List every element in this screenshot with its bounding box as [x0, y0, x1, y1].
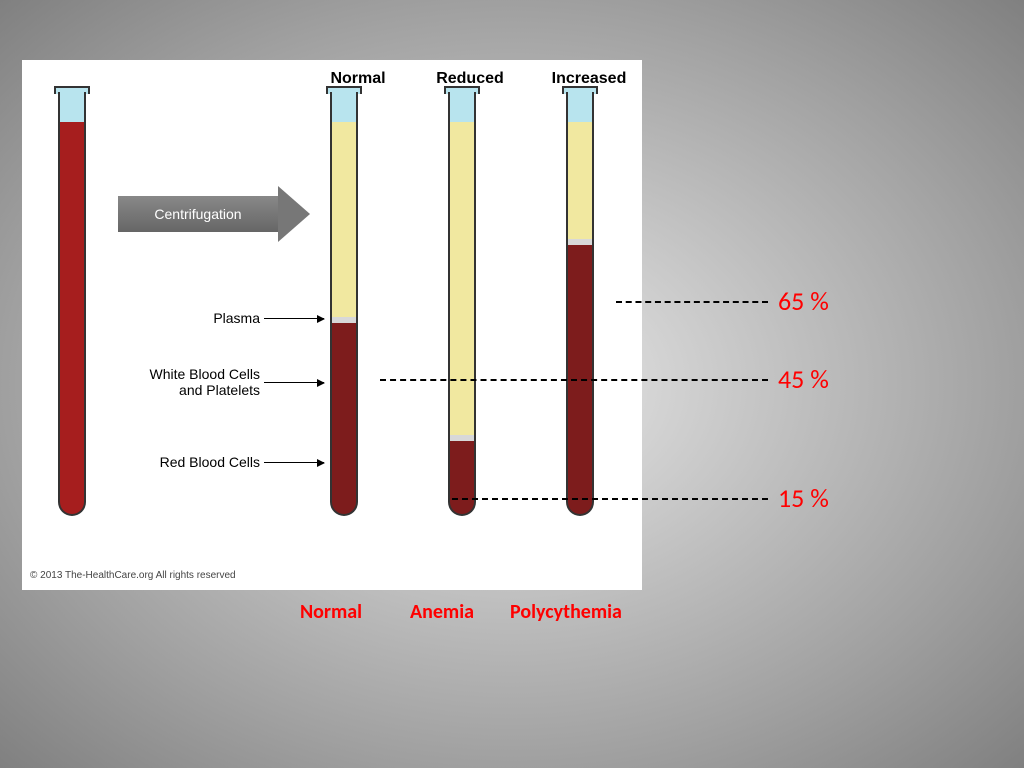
- percent-line-2: [452, 498, 768, 500]
- tube-reduced-layer-plasma: [450, 122, 474, 435]
- percent-label-1: 45 %: [778, 363, 829, 395]
- tube-normal-layer-blood_dark: [332, 323, 356, 502]
- tube-reduced-layer-blood_dark: [450, 441, 474, 502]
- centrifugation-arrow: Centrifugation: [118, 196, 278, 232]
- label-buffy: White Blood Cells and Platelets: [130, 366, 260, 398]
- tube-normal: [330, 92, 358, 502]
- percent-label-2: 15 %: [778, 482, 829, 514]
- tube-increased-layer-blood_dark: [568, 245, 592, 502]
- tube-increased: [566, 92, 594, 502]
- percent-line-0: [616, 301, 768, 303]
- percent-label-0: 65 %: [778, 285, 829, 317]
- centrifugation-label: Centrifugation: [154, 206, 241, 222]
- arrow-buffy-icon: [264, 382, 324, 383]
- arrow-head-icon: [278, 186, 310, 242]
- tube-whole-layer-cap: [60, 92, 84, 122]
- tube-whole: [58, 92, 86, 502]
- percent-line-1: [380, 379, 768, 381]
- label-rbc: Red Blood Cells: [150, 454, 260, 470]
- tube-reduced-layer-cap: [450, 92, 474, 122]
- label-plasma: Plasma: [180, 310, 260, 326]
- arrow-plasma-icon: [264, 318, 324, 319]
- copyright-text: © 2013 The-HealthCare.org All rights res…: [30, 570, 236, 581]
- bottom-label-polycythemia: Polycythemia: [510, 600, 622, 624]
- tube-normal-layer-cap: [332, 92, 356, 122]
- tube-normal-layer-plasma: [332, 122, 356, 317]
- tube-reduced: [448, 92, 476, 502]
- bottom-label-normal: Normal: [300, 600, 362, 624]
- tube-increased-layer-plasma: [568, 122, 592, 239]
- arrow-rbc-icon: [264, 462, 324, 463]
- tube-increased-layer-cap: [568, 92, 592, 122]
- bottom-label-anemia: Anemia: [410, 600, 474, 624]
- tube-whole-layer-blood: [60, 122, 84, 502]
